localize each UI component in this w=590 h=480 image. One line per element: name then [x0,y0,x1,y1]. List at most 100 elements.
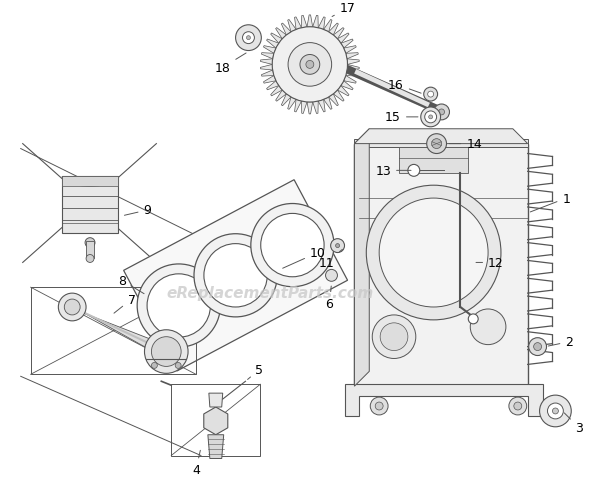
Text: 12: 12 [476,256,504,269]
Circle shape [152,337,181,367]
Circle shape [371,397,388,415]
Circle shape [242,33,254,45]
Circle shape [470,309,506,345]
Polygon shape [337,86,349,96]
Circle shape [424,88,438,102]
Polygon shape [260,60,273,65]
Circle shape [175,363,181,369]
Text: 13: 13 [375,165,411,178]
Polygon shape [333,91,344,102]
Text: 5: 5 [248,363,263,380]
Polygon shape [313,16,318,29]
Polygon shape [261,54,274,60]
Polygon shape [399,147,468,174]
Circle shape [529,338,546,356]
Polygon shape [347,60,359,65]
Text: 10: 10 [283,247,326,269]
Circle shape [514,402,522,410]
Polygon shape [271,34,282,44]
Circle shape [251,204,334,287]
Text: eReplacementParts.com: eReplacementParts.com [166,285,374,300]
Polygon shape [267,82,278,91]
Polygon shape [276,91,286,102]
Circle shape [194,234,277,317]
Polygon shape [333,28,344,40]
Polygon shape [346,54,358,60]
Circle shape [85,238,95,248]
Polygon shape [63,177,118,233]
Polygon shape [63,177,118,187]
Text: 18: 18 [215,54,246,75]
Polygon shape [323,98,332,110]
Circle shape [326,270,337,282]
Polygon shape [344,47,356,54]
Circle shape [533,343,542,351]
Circle shape [552,408,558,414]
Circle shape [434,105,450,120]
Polygon shape [204,407,228,435]
Text: 7: 7 [114,293,136,313]
Polygon shape [337,34,349,44]
Circle shape [204,244,267,307]
Circle shape [540,396,571,427]
Circle shape [330,239,345,253]
Text: 6: 6 [326,287,333,311]
Polygon shape [347,65,359,71]
Circle shape [432,139,441,149]
Text: 3: 3 [564,413,583,434]
Circle shape [429,116,432,120]
Text: 16: 16 [388,79,421,94]
Circle shape [261,214,324,277]
Polygon shape [86,241,94,259]
Circle shape [145,330,188,373]
Polygon shape [355,130,527,144]
Circle shape [408,165,419,177]
Polygon shape [281,24,291,36]
Circle shape [372,315,416,359]
Circle shape [421,108,441,128]
Circle shape [380,323,408,351]
Polygon shape [341,82,353,91]
Circle shape [509,397,527,415]
Circle shape [306,61,314,69]
Text: 2: 2 [548,336,573,348]
Polygon shape [281,95,291,107]
Polygon shape [209,393,222,407]
Circle shape [288,44,332,87]
Polygon shape [346,71,358,77]
Polygon shape [355,144,527,386]
Polygon shape [355,130,369,386]
Polygon shape [323,21,332,33]
Circle shape [147,274,211,337]
Polygon shape [124,180,348,371]
Polygon shape [307,103,313,115]
Polygon shape [301,102,307,114]
Text: 11: 11 [319,250,342,269]
Polygon shape [344,76,356,84]
Circle shape [427,134,447,154]
Polygon shape [345,384,543,416]
Polygon shape [301,16,307,29]
Polygon shape [260,65,273,71]
Polygon shape [288,21,296,33]
Polygon shape [261,71,274,77]
Text: 1: 1 [530,192,570,213]
Polygon shape [267,40,278,49]
Polygon shape [355,139,527,147]
Circle shape [235,26,261,51]
Text: 14: 14 [449,138,482,151]
Text: 4: 4 [192,450,201,477]
Polygon shape [208,435,224,458]
Text: 15: 15 [385,111,418,124]
Polygon shape [66,303,172,356]
Circle shape [425,112,437,123]
Circle shape [272,28,348,103]
Circle shape [152,363,158,369]
Circle shape [366,186,501,320]
Polygon shape [307,16,313,28]
Circle shape [137,264,220,348]
Polygon shape [318,100,325,113]
Polygon shape [329,24,338,36]
Polygon shape [318,18,325,30]
Polygon shape [264,76,276,84]
